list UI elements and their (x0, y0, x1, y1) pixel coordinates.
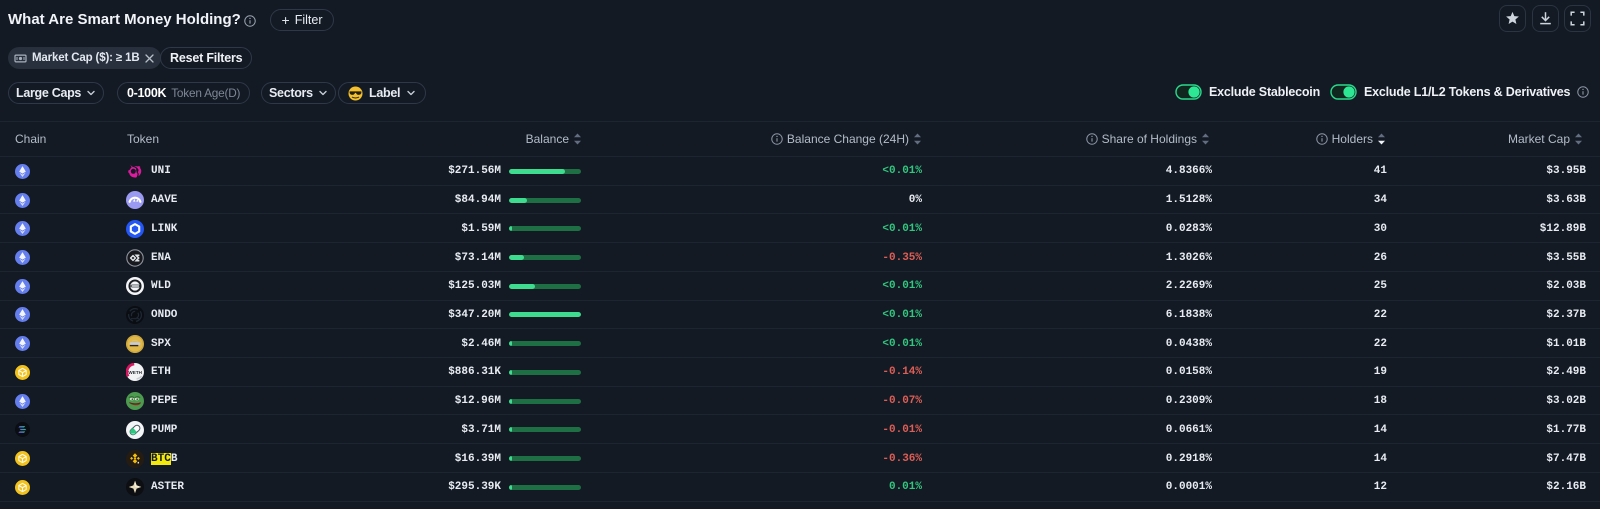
svg-text:WETH: WETH (128, 370, 142, 375)
